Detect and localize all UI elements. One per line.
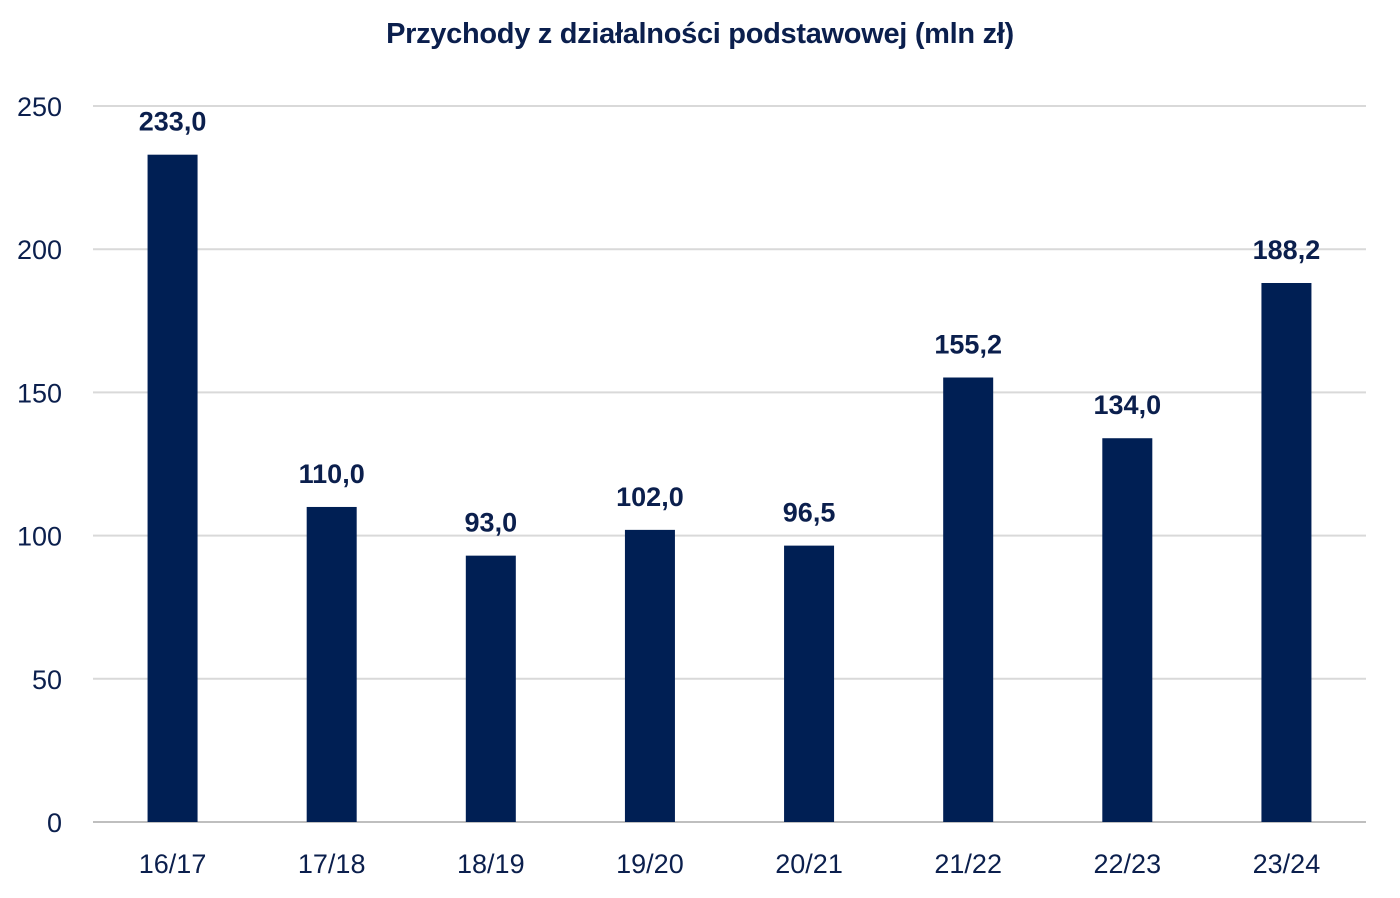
x-tick-label: 16/17: [139, 849, 207, 879]
gridlines: [93, 105, 1366, 823]
x-tick-label: 22/23: [1094, 849, 1162, 879]
y-tick-label: 0: [47, 808, 62, 838]
x-tick-label: 18/19: [457, 849, 525, 879]
data-label: 155,2: [934, 330, 1002, 360]
data-label: 134,0: [1094, 390, 1162, 420]
bar-22-23: [1102, 438, 1153, 822]
x-axis-tick-labels: 16/17 17/18 18/19 19/20 20/21 21/22 22/23 23/24: [139, 849, 1320, 879]
x-tick-label: 23/24: [1253, 849, 1321, 879]
data-label: 102,0: [616, 482, 684, 512]
bars: [147, 154, 1312, 823]
x-tick-label: 20/21: [775, 849, 843, 879]
data-label: 93,0: [465, 508, 518, 538]
bar-19-20: [624, 529, 675, 822]
x-tick-label: 17/18: [298, 849, 366, 879]
x-tick-label: 19/20: [616, 849, 684, 879]
y-tick-label: 100: [17, 522, 62, 552]
y-tick-label: 200: [17, 235, 62, 265]
data-label: 233,0: [139, 107, 207, 137]
chart-title: Przychody z działalności podstawowej (ml…: [386, 18, 1014, 50]
y-tick-label: 250: [17, 92, 62, 122]
y-tick-label: 150: [17, 378, 62, 408]
bar-21-22: [943, 377, 994, 822]
data-label: 110,0: [299, 459, 365, 489]
y-axis-tick-labels: 0 50 100 150 200 250: [17, 92, 62, 838]
bar-23-24: [1261, 282, 1312, 822]
bar-18-19: [465, 555, 516, 822]
data-labels: 233,0 110,0 93,0 102,0 96,5 155,2 134,0 188,2: [139, 107, 1320, 538]
data-label: 96,5: [783, 498, 836, 528]
bar-16-17: [147, 154, 198, 823]
data-label: 188,2: [1253, 235, 1321, 265]
x-tick-label: 21/22: [934, 849, 1002, 879]
bar-20-21: [784, 545, 835, 822]
bar-17-18: [306, 506, 357, 822]
y-tick-label: 50: [32, 665, 62, 695]
